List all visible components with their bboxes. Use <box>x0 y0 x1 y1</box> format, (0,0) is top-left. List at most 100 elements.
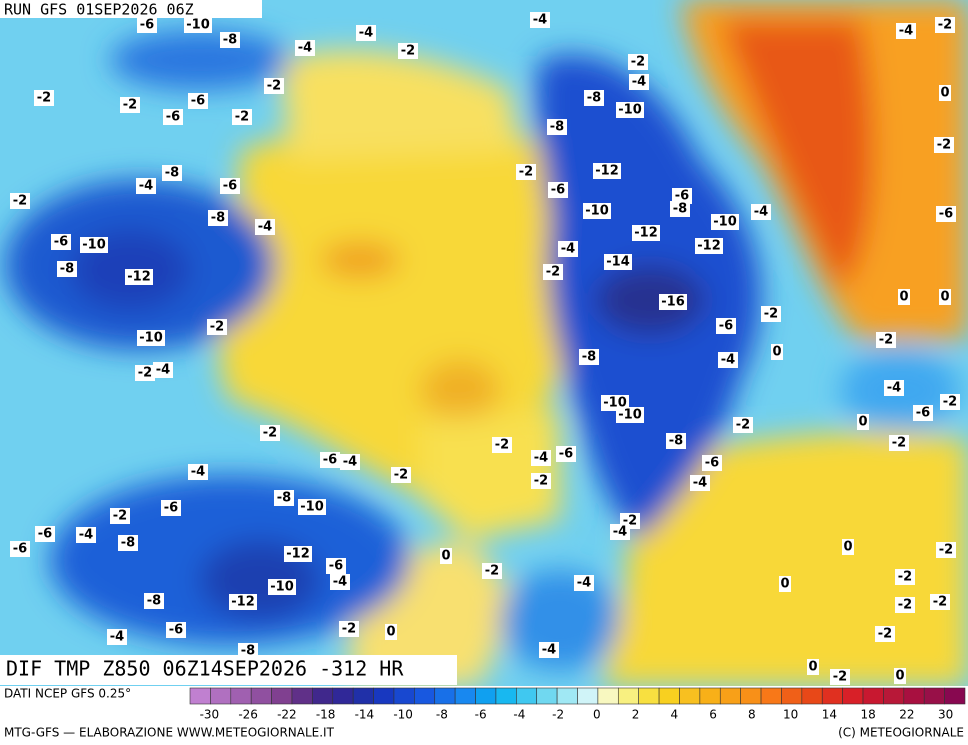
contour-label: -2 <box>938 18 952 33</box>
scale-label: -26 <box>238 708 258 722</box>
contour-label: -12 <box>286 547 310 562</box>
contour-labels: -6 -10 -8 -4 -4 -2 -4 -2 -4 -2 -2 -6 -6 -2 -2 -8 -8 -10 -8… <box>10 12 960 685</box>
label-box <box>530 12 550 28</box>
contour-label: -4 <box>533 13 547 28</box>
contour-label: -2 <box>210 320 224 335</box>
label-box <box>80 237 108 253</box>
map-title: DIF TMP Z850 06Z14SEP2026 -312 HR <box>6 657 404 681</box>
scale-label: 10 <box>783 708 798 722</box>
contour-label: -2 <box>939 543 953 558</box>
contour-label: -6 <box>939 207 953 222</box>
contour-label: -2 <box>736 418 750 433</box>
contour-label: -10 <box>186 18 210 33</box>
scale-box <box>781 687 803 705</box>
label-box <box>340 454 360 470</box>
label-box <box>264 78 284 94</box>
contour-label: -4 <box>298 41 312 56</box>
contour-label: -6 <box>54 235 68 250</box>
contour-label: -4 <box>561 242 575 257</box>
label-box <box>895 597 915 613</box>
contour-label: -2 <box>534 474 548 489</box>
scale-box <box>271 687 293 705</box>
label-box <box>940 394 960 410</box>
scale-label: -8 <box>436 708 448 722</box>
label-box <box>135 365 155 381</box>
scale-label: 4 <box>671 708 679 722</box>
label-box <box>695 238 723 254</box>
contour-label: -4 <box>156 363 170 378</box>
scale-box <box>577 687 599 705</box>
contour-label: -8 <box>669 434 683 449</box>
scale-label: -30 <box>200 708 220 722</box>
scale-label: 0 <box>593 708 601 722</box>
contour-label: -2 <box>263 426 277 441</box>
label-box <box>913 405 933 421</box>
scale-box <box>923 687 945 705</box>
label-box <box>935 17 955 33</box>
contour-label: -6 <box>559 447 573 462</box>
contour-label: -10 <box>713 215 737 230</box>
scale-label: 14 <box>822 708 837 722</box>
label-box <box>125 269 153 285</box>
scale-box <box>536 687 558 705</box>
label-box <box>558 241 578 257</box>
contour-label: -6 <box>551 183 565 198</box>
label-box <box>255 219 275 235</box>
label-box <box>539 642 559 658</box>
scale-label: -22 <box>277 708 297 722</box>
scale-box <box>434 687 456 705</box>
label-box <box>51 234 71 250</box>
contour-label: 0 <box>858 415 867 430</box>
contour-label: -10 <box>139 331 163 346</box>
label-box <box>136 178 156 194</box>
label-box <box>842 539 854 555</box>
label-box <box>884 380 904 396</box>
scale-label: -18 <box>316 708 336 722</box>
contour-label: -6 <box>38 527 52 542</box>
label-box <box>166 622 186 638</box>
contour-label: -4 <box>333 575 347 590</box>
label-box <box>936 542 956 558</box>
contour-label: -10 <box>585 204 609 219</box>
label-box <box>593 163 621 179</box>
label-box <box>326 558 346 574</box>
label-box <box>229 594 257 610</box>
label-box <box>733 417 753 433</box>
contour-label: -2 <box>113 509 127 524</box>
scale-box <box>719 687 741 705</box>
label-box <box>604 254 632 270</box>
label-box <box>208 210 228 226</box>
label-box <box>482 563 502 579</box>
contour-label: -6 <box>916 406 930 421</box>
contour-label: -12 <box>595 164 619 179</box>
label-box <box>857 414 869 430</box>
label-box <box>161 500 181 516</box>
contour-label: -6 <box>164 501 178 516</box>
label-box <box>666 433 686 449</box>
contour-label: -12 <box>231 595 255 610</box>
label-box <box>120 97 140 113</box>
label-box <box>672 188 692 204</box>
scale-box <box>862 687 884 705</box>
contour-label: -2 <box>898 598 912 613</box>
contour-label: -8 <box>673 202 687 217</box>
label-box <box>875 626 895 642</box>
contour-label: 0 <box>940 290 949 305</box>
label-box <box>628 54 648 70</box>
contour-label: -2 <box>879 333 893 348</box>
scale-box <box>597 687 619 705</box>
label-box <box>930 594 950 610</box>
contour-label: -2 <box>342 622 356 637</box>
contour-label: -4 <box>79 528 93 543</box>
label-box <box>934 137 954 153</box>
scale-box <box>760 687 782 705</box>
contour-label: -4 <box>693 476 707 491</box>
contour-label: -8 <box>241 644 255 659</box>
label-box <box>531 473 551 489</box>
scale-label: -14 <box>355 708 375 722</box>
label-box <box>10 193 30 209</box>
header-box <box>0 0 262 18</box>
contour-label: -4 <box>258 220 272 235</box>
label-box <box>889 435 909 451</box>
